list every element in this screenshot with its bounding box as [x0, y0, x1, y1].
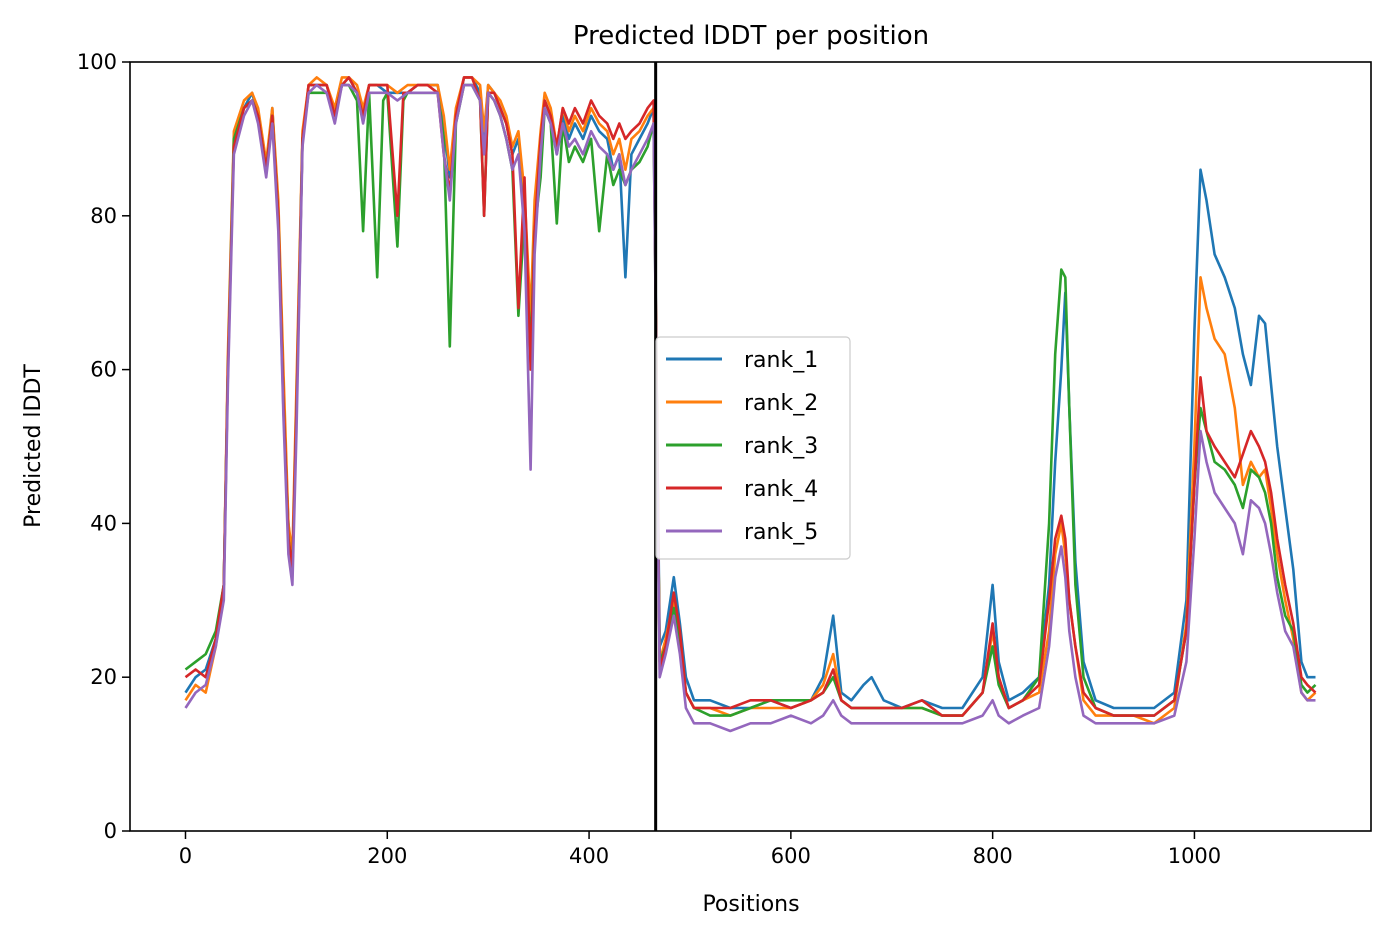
y-tick-label: 0: [104, 819, 117, 843]
x-tick-label: 400: [569, 844, 609, 868]
y-tick-label: 40: [90, 511, 117, 535]
y-tick-label: 80: [90, 204, 117, 228]
y-tick-label: 20: [90, 665, 117, 689]
axis-ticks: 0 200 400 600 800 1000 0 20 40 60 80 100: [77, 50, 1221, 868]
legend-box: [655, 336, 851, 560]
chart-title: Predicted lDDT per position: [573, 21, 929, 51]
legend: rank_1 rank_2 rank_3 rank_4 rank_5: [655, 336, 851, 560]
x-tick-label: 800: [973, 844, 1013, 868]
y-axis-label: Predicted lDDT: [21, 364, 46, 528]
x-axis-label: Positions: [702, 892, 799, 917]
legend-items: rank_1 rank_2 rank_3 rank_4 rank_5: [666, 348, 818, 545]
x-tick-label: 600: [771, 844, 811, 868]
y-tick-label: 60: [90, 358, 117, 382]
legend-label: rank_5: [744, 520, 818, 545]
y-tick-label: 100: [77, 50, 117, 74]
x-tick-label: 0: [179, 844, 192, 868]
legend-label: rank_2: [744, 391, 818, 416]
legend-label: rank_1: [744, 348, 818, 373]
series-line-rank_5: [184, 83, 1316, 733]
legend-label: rank_4: [744, 477, 818, 502]
x-tick-label: 1000: [1168, 844, 1221, 868]
legend-label: rank_3: [744, 434, 818, 459]
plot-frame: [129, 61, 1372, 832]
series-layer: [184, 76, 1317, 733]
x-tick-label: 200: [367, 844, 407, 868]
